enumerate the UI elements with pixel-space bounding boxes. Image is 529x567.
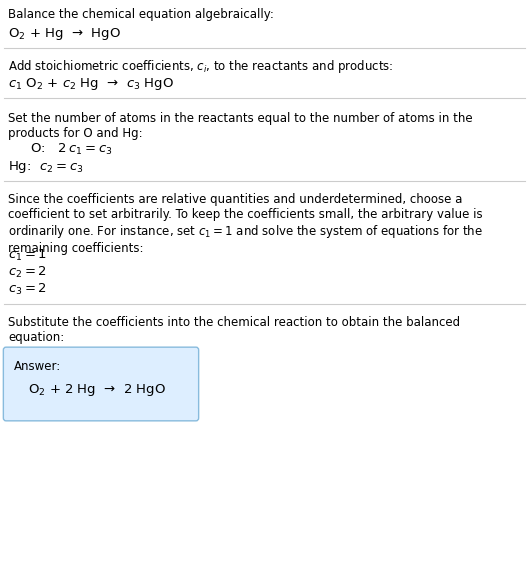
Text: O:   $2\,c_1 = c_3$: O: $2\,c_1 = c_3$ bbox=[22, 142, 113, 157]
Text: $c_3 = 2$: $c_3 = 2$ bbox=[8, 282, 47, 297]
Text: Substitute the coefficients into the chemical reaction to obtain the balanced
eq: Substitute the coefficients into the che… bbox=[8, 316, 460, 344]
FancyBboxPatch shape bbox=[3, 347, 199, 421]
Text: Since the coefficients are relative quantities and underdetermined, choose a
coe: Since the coefficients are relative quan… bbox=[8, 193, 483, 255]
Text: $c_1 = 1$: $c_1 = 1$ bbox=[8, 248, 47, 263]
Text: O$_2$ + Hg  →  HgO: O$_2$ + Hg → HgO bbox=[8, 26, 121, 42]
Text: Set the number of atoms in the reactants equal to the number of atoms in the
pro: Set the number of atoms in the reactants… bbox=[8, 112, 472, 140]
Text: Hg:  $c_2 = c_3$: Hg: $c_2 = c_3$ bbox=[8, 159, 84, 175]
Text: $c_2 = 2$: $c_2 = 2$ bbox=[8, 265, 47, 280]
Text: O$_2$ + 2 Hg  →  2 HgO: O$_2$ + 2 Hg → 2 HgO bbox=[28, 382, 166, 398]
Text: $c_1$ O$_2$ + $c_2$ Hg  →  $c_3$ HgO: $c_1$ O$_2$ + $c_2$ Hg → $c_3$ HgO bbox=[8, 76, 174, 92]
Text: Answer:: Answer: bbox=[14, 360, 61, 373]
Text: Balance the chemical equation algebraically:: Balance the chemical equation algebraica… bbox=[8, 8, 274, 21]
Text: Add stoichiometric coefficients, $c_i$, to the reactants and products:: Add stoichiometric coefficients, $c_i$, … bbox=[8, 58, 394, 75]
